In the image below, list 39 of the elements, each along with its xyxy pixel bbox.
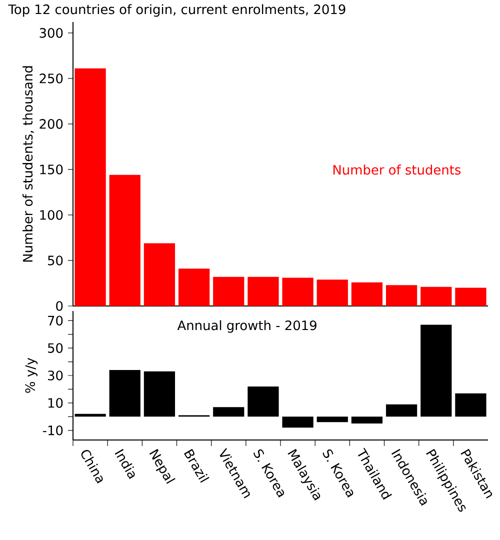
bar [213,276,244,306]
text: Annual growth - 2019 [177,320,316,333]
text: Number of students [333,164,461,175]
bar [109,174,140,306]
bar [316,416,348,422]
y-tick-label: 100 [40,210,63,220]
bar [282,416,314,428]
bar [144,243,176,306]
y-tick-label: 200 [40,119,63,129]
bar [420,286,452,306]
y-tick-label: 0 [56,301,63,311]
bar [213,407,244,417]
y-tick-label: 50 [48,256,63,266]
y-tick-label: 50 [48,343,63,353]
y-tick-label: 30 [48,370,63,380]
y-tick-label: 150 [40,164,63,174]
bar [248,276,279,306]
bar [178,268,210,306]
y-tick-label: 70 [48,316,63,326]
bar [74,68,106,306]
y-tick-label: 250 [40,74,63,84]
bar [351,416,383,424]
bar [386,404,418,417]
bar [144,371,176,417]
chart-title: Top 12 countries of origin, current enrolments, 2019 [8,4,346,17]
bar [282,278,314,306]
y-tick-label: -10 [42,426,63,436]
bar [109,370,140,417]
bar [386,285,418,306]
y-tick-label: 10 [48,398,63,408]
y-axis-title: Number of students, thousand [22,66,34,262]
y-axis-title: % y/y [25,358,38,393]
bar [351,282,383,306]
bar [248,386,279,417]
bar [455,393,486,417]
y-tick-label: 300 [40,28,63,38]
bar [420,324,452,417]
bar [316,280,348,306]
bar [455,288,486,306]
